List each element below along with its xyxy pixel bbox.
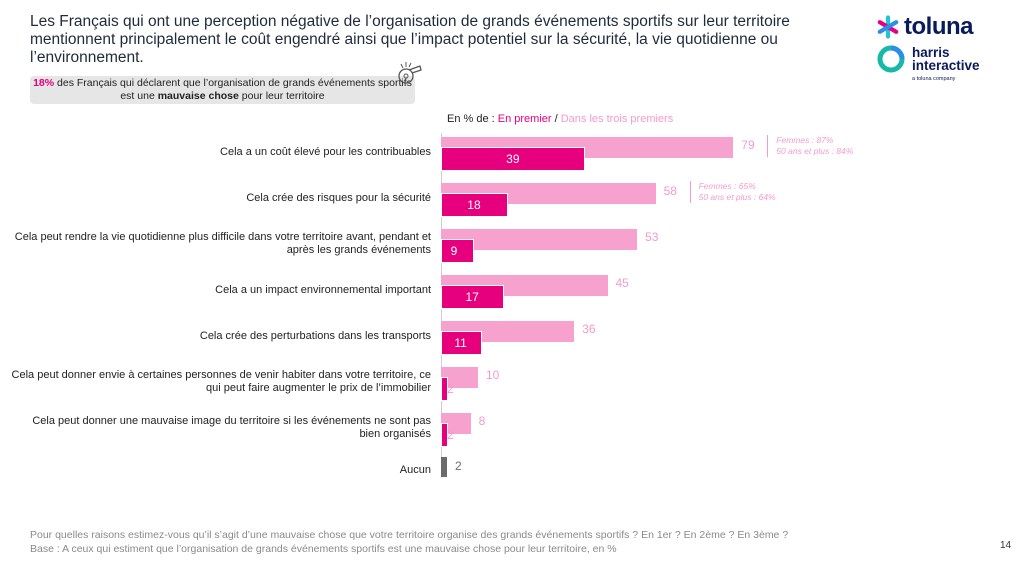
category-label: Aucun [399,463,431,476]
bar-total-value: 45 [615,276,629,290]
callout-percent: 18% [33,77,55,89]
subgroup-note-line: Femmes : 65% [698,181,756,191]
footnote-question: Pour quelles raisons estimez-vous qu’il … [30,529,789,541]
headline: Les Français qui ont une perception néga… [30,13,790,66]
callout-text-b: pour leur territoire [238,90,325,102]
category-label: Cela peut rendre la vie quotidienne plus… [14,231,431,256]
category-label: Cela a un impact environnemental importa… [215,283,431,296]
bar-total [441,228,638,250]
bar-first [441,147,586,171]
bar-total-value: 10 [486,368,500,382]
footnote-base: Base : A ceux qui estiment que l’organis… [30,543,617,555]
bar-first-value: 2 [447,428,454,442]
harris-ring-icon [877,45,905,73]
toluna-wordmark: toluna [904,13,974,40]
harris-interactive-logo: harris interactive a toluna company [876,44,980,82]
bar-first [441,331,482,355]
bar-first [441,377,449,401]
bar-total [441,366,478,388]
category-label: Cela peut donner envie à certaines perso… [11,369,431,394]
legend-prefix: En % de : [447,113,498,125]
bar-total-value: 53 [645,230,659,244]
harris-wordmark-line1: harris [912,45,950,60]
category-label: Cela crée des risques pour la sécurité [246,191,431,204]
bar-first [441,423,449,447]
subgroup-note-line: 50 ans et plus : 64% [698,192,776,202]
bar-total-value: 58 [663,184,677,198]
bar-first [441,193,508,217]
bar-first [441,239,475,263]
whistle-icon [398,62,422,84]
bar-value-label: 2 [455,459,462,473]
subgroup-note: Femmes : 87% 50 ans et plus : 84% [767,135,853,157]
bar-first-value: 9 [450,244,458,258]
subgroup-note: Femmes : 65% 50 ans et plus : 64% [689,181,776,203]
legend-separator: / [551,113,561,125]
harris-wordmark-line2: interactive [912,58,980,73]
chart-legend: En % de : En premier / Dans les trois pr… [447,113,673,125]
toluna-logo: toluna [876,13,974,44]
bar-first-value: 39 [506,152,520,166]
bar-total-value: 36 [582,322,596,336]
page-number: 14 [1000,540,1012,551]
toluna-asterisk-icon [877,15,899,39]
subgroup-note-line: 50 ans et plus : 84% [776,146,854,156]
bar-first-value: 11 [454,336,467,350]
category-label: Cela peut donner une mauvaise image du t… [32,415,431,440]
category-label: Cela crée des perturbations dans les tra… [199,329,431,342]
callout-bold: mauvaise chose [157,90,239,102]
bar-first-value: 2 [447,382,454,396]
bar-total-value: 79 [741,138,755,152]
bar-first-value: 17 [465,290,479,304]
bar-total-value: 8 [478,414,486,428]
bar-first [441,285,504,309]
callout-text-a: des Français qui déclarent que l’organis… [54,77,412,102]
bar-total [441,412,471,434]
callout-box: 18% des Français qui déclarent que l’org… [30,76,415,104]
bar-first-value: 18 [467,198,481,212]
subgroup-note-line: Femmes : 87% [776,135,834,145]
footnote: Pour quelles raisons estimez-vous qu’il … [30,528,960,556]
legend-first: En premier [497,113,552,125]
harris-tagline: a toluna company [912,76,956,82]
legend-total: Dans les trois premiers [560,113,674,125]
bar-none [441,457,447,477]
category-label: Cela a un coût élevé pour les contribuab… [220,145,431,158]
